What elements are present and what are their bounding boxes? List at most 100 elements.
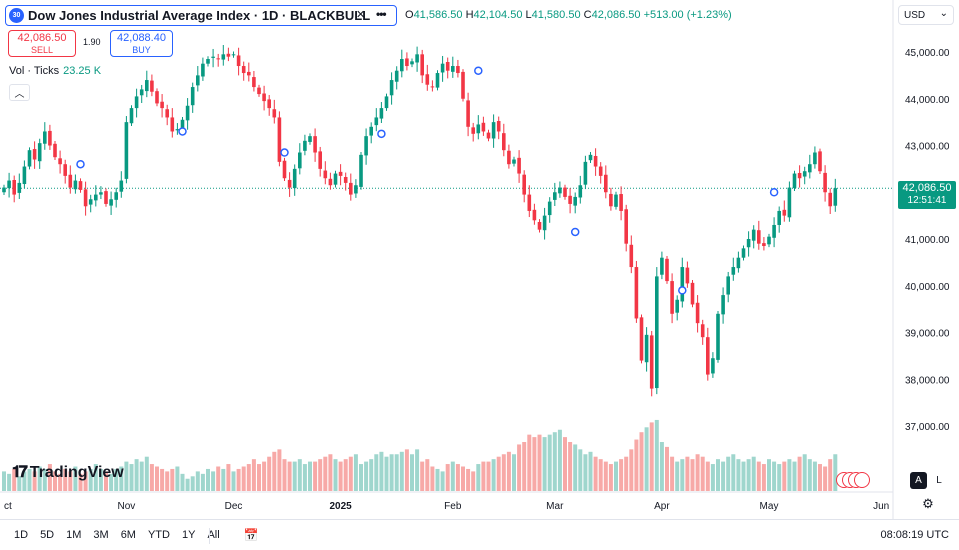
calendar-icon[interactable]: 📅 — [243, 528, 259, 542]
candle-body — [165, 109, 169, 118]
volume-bar — [420, 461, 425, 491]
volume-bar — [119, 466, 124, 491]
candle-body — [145, 80, 149, 92]
gear-icon[interactable]: ⚙ — [922, 496, 934, 511]
volume-bar — [665, 446, 669, 491]
timeframe-1d[interactable]: 1D — [14, 529, 29, 541]
close-icon[interactable]: ✕ — [356, 9, 366, 21]
candle-body — [420, 54, 424, 76]
candle-body — [226, 53, 231, 57]
volume-bar — [287, 461, 292, 491]
timeframe-all[interactable]: All — [207, 529, 220, 541]
volume-bar — [547, 434, 552, 491]
clock[interactable]: 08:08:19 UTC — [880, 529, 949, 541]
volume-bar — [603, 461, 608, 491]
volume-bar — [348, 456, 353, 491]
volume-bar — [114, 468, 119, 491]
events-flags[interactable] — [836, 472, 876, 488]
candle-body — [568, 195, 572, 204]
volume-bar — [731, 454, 736, 491]
auto-scale-button[interactable]: A — [910, 472, 927, 489]
volume-bar — [501, 454, 506, 491]
volume-bar — [134, 459, 139, 491]
candle-body — [241, 66, 246, 74]
volume-bar — [364, 461, 369, 491]
candle-body — [660, 257, 664, 275]
candle-body — [27, 150, 32, 167]
volume-bar — [124, 461, 129, 491]
candle-body — [338, 171, 343, 176]
candle-body — [359, 154, 363, 187]
volume-bar — [27, 468, 32, 491]
volume-bar — [761, 464, 766, 491]
volume-bar — [78, 473, 83, 491]
volume-bar — [32, 471, 37, 491]
candle-body — [700, 324, 705, 338]
candle-body — [114, 192, 118, 200]
symbol-title[interactable]: Dow Jones Industrial Average Index · 1D … — [28, 8, 371, 23]
volume-bar — [532, 437, 537, 491]
volume-bar — [659, 442, 664, 491]
price-chart[interactable]: 37,000.00 38,000.00 39,000.00 40,000.00 41,0… — [0, 0, 959, 519]
volume-bar — [542, 437, 547, 491]
timeframe-5d[interactable]: 5D — [40, 529, 55, 541]
candle-body — [170, 117, 175, 132]
volume-bar — [415, 449, 420, 491]
candle-body — [252, 77, 256, 88]
volume-bar — [624, 456, 629, 491]
candle-body — [134, 96, 139, 109]
timeframe-6m[interactable]: 6M — [120, 529, 136, 541]
bottom-toolbar: 1D 5D 1M 3M 6M YTD 1Y All 📅 08:08:19 UTC — [0, 519, 959, 550]
y-tick-label: 37,000.00 — [905, 422, 950, 433]
volume-bar — [394, 454, 399, 491]
volume-bar — [496, 456, 501, 491]
volume-bar — [257, 464, 261, 491]
currency-select[interactable]: USD ⌄ — [898, 5, 954, 25]
sell-button[interactable]: 42,086.50 SELL — [8, 30, 76, 57]
candle-body — [828, 192, 832, 207]
volume-bar — [639, 432, 644, 491]
candle-body — [558, 187, 562, 194]
volume-bar — [333, 459, 338, 491]
spread-value: 1.90 — [83, 37, 101, 47]
volume-bar — [573, 444, 578, 491]
volume-bar — [445, 464, 450, 491]
volume-bar — [466, 468, 471, 491]
volume-bar — [557, 429, 562, 491]
candle-body — [83, 189, 88, 207]
tradingview-logo: 𝟏𝟕 TradingView — [12, 464, 124, 481]
volume-bar — [379, 451, 384, 491]
candle-body — [262, 93, 266, 102]
more-icon[interactable]: ••• — [376, 7, 387, 21]
candle-body — [512, 159, 516, 164]
timeframe-1m[interactable]: 1M — [66, 529, 82, 541]
volume-bar — [206, 468, 210, 491]
volume-bar — [756, 461, 761, 491]
candle-body — [553, 192, 557, 200]
event-marker-icon — [377, 129, 386, 139]
candle-body — [104, 191, 108, 204]
candle-body — [619, 194, 623, 211]
volume-legend[interactable]: Vol · Ticks 23.25 K — [9, 65, 102, 77]
candle-body — [12, 180, 16, 195]
candle-body — [216, 58, 220, 60]
candle-body — [139, 89, 144, 96]
volume-bar — [751, 456, 756, 491]
timeframe-1y[interactable]: 1Y — [181, 529, 196, 541]
candle-body — [471, 127, 475, 134]
timeframe-3m[interactable]: 3M — [93, 529, 109, 541]
volume-bar — [231, 471, 236, 491]
volume-bar — [353, 454, 358, 491]
log-scale-button[interactable]: L — [936, 475, 942, 486]
volume-bar — [323, 456, 328, 491]
volume-bar — [695, 454, 700, 491]
candle-body — [384, 96, 389, 109]
symbol-header[interactable]: 30 Dow Jones Industrial Average Index · … — [5, 5, 397, 26]
buy-button[interactable]: 42,088.40 BUY — [110, 30, 173, 57]
candle-body — [726, 276, 730, 295]
timeframe-ytd[interactable]: YTD — [147, 529, 170, 541]
collapse-chevron-icon[interactable]: ︿ — [9, 84, 30, 101]
volume-bar — [180, 473, 185, 491]
candle-body — [451, 66, 455, 72]
volume-bar — [165, 471, 170, 491]
